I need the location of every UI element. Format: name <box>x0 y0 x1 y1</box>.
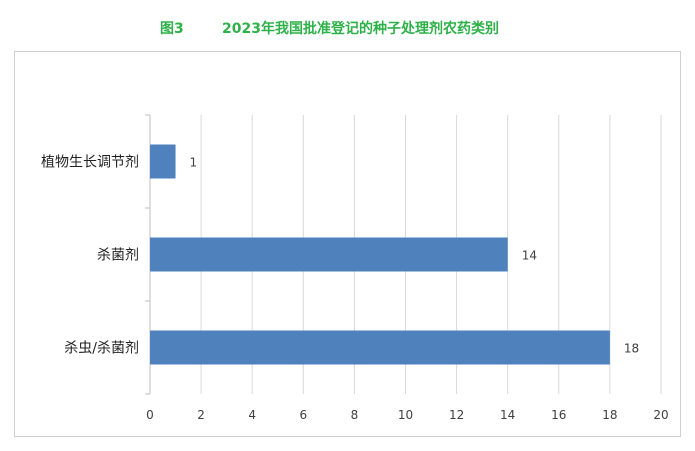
x-tick-label: 8 <box>351 408 359 422</box>
figure-number: 图3 <box>160 21 184 37</box>
bar-2 <box>150 330 610 365</box>
x-tick-label: 6 <box>299 408 307 422</box>
x-tick-label: 4 <box>248 408 256 422</box>
figure-title-row: 图3 2023年我国批准登记的种子处理剂农药类别 <box>0 16 695 38</box>
x-tick-label: 14 <box>500 408 515 422</box>
data-label: 1 <box>190 156 198 170</box>
x-tick-label: 10 <box>398 408 413 422</box>
x-tick-label: 2 <box>197 408 205 422</box>
x-tick-label: 16 <box>551 408 566 422</box>
data-label: 18 <box>624 342 639 356</box>
x-tick-label: 12 <box>449 408 464 422</box>
bar-1 <box>150 237 508 272</box>
x-tick-label: 20 <box>653 408 668 422</box>
x-tick-label: 18 <box>602 408 617 422</box>
data-label: 14 <box>522 249 537 263</box>
figure-title: 2023年我国批准登记的种子处理剂农药类别 <box>222 21 499 37</box>
category-label: 杀虫/杀菌剂 <box>64 341 139 357</box>
bar-0 <box>150 144 176 179</box>
category-label: 植物生长调节剂 <box>41 155 139 171</box>
category-label: 杀菌剂 <box>97 248 139 264</box>
x-tick-label: 0 <box>146 408 154 422</box>
